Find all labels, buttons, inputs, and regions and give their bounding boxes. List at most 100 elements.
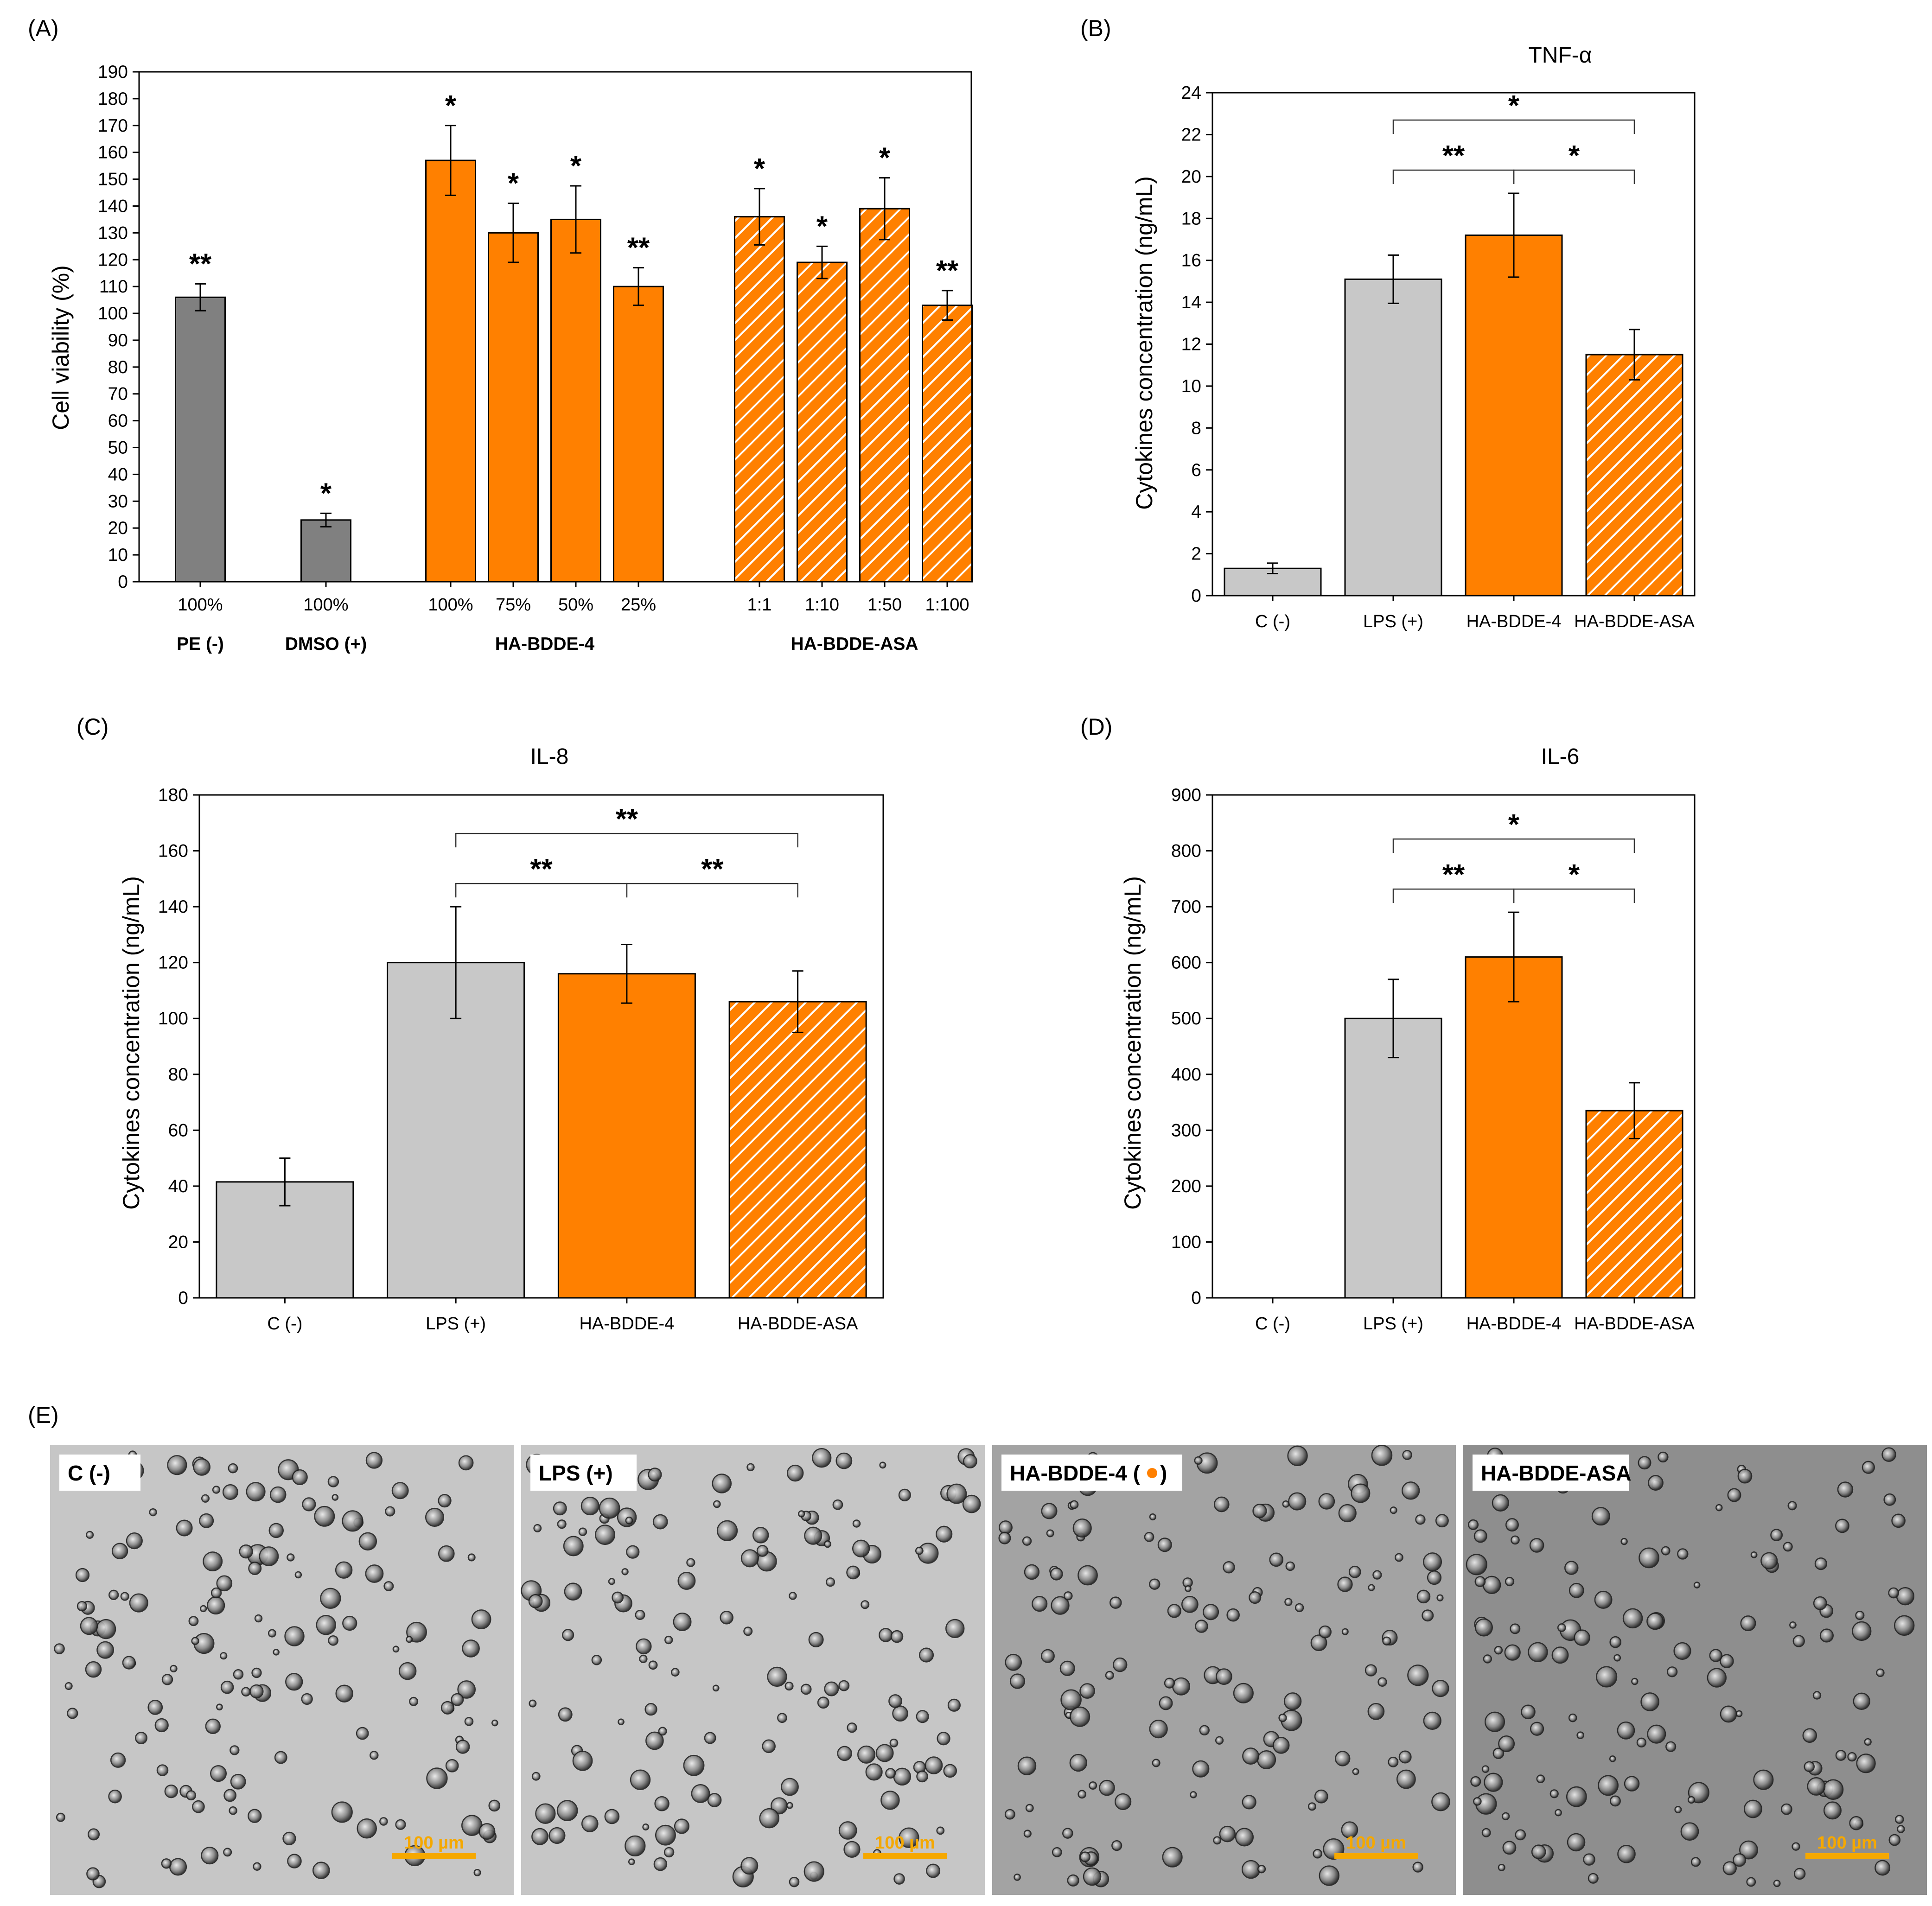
cell <box>1481 1765 1490 1773</box>
cell <box>1568 1713 1577 1722</box>
cell <box>438 1494 452 1508</box>
significance-label: ** <box>530 853 553 885</box>
cell <box>1078 1565 1098 1586</box>
cell <box>342 1510 363 1532</box>
cell <box>704 1732 716 1744</box>
cell <box>287 1854 302 1868</box>
cell <box>889 1738 899 1747</box>
cell <box>1338 1504 1357 1523</box>
cell <box>248 1562 262 1576</box>
cell <box>1152 1759 1160 1767</box>
cell <box>712 1474 732 1493</box>
cell <box>1567 1833 1586 1852</box>
cell <box>1402 1450 1412 1460</box>
cell <box>743 1626 753 1636</box>
y-tick-label: 0 <box>118 572 128 592</box>
significance-bracket <box>455 883 628 898</box>
cell <box>471 1609 491 1629</box>
cell <box>1853 1692 1870 1710</box>
cell <box>169 1858 187 1876</box>
cell <box>1070 1500 1079 1509</box>
x-tick-label: 1:100 <box>925 595 969 615</box>
significance-label: ** <box>1442 859 1465 891</box>
cell <box>1583 1853 1595 1866</box>
cell <box>759 1808 779 1829</box>
cell <box>857 1745 876 1764</box>
cell <box>1070 1706 1090 1727</box>
y-tick-label: 150 <box>98 170 128 190</box>
scale-bar-label: 100 µm <box>1346 1833 1406 1853</box>
cell <box>998 1531 1011 1544</box>
cell <box>1112 1657 1128 1672</box>
group-label-pe: PE (-) <box>177 634 224 654</box>
cell <box>1792 1842 1800 1851</box>
cell <box>1185 1585 1192 1592</box>
cell <box>1876 1668 1885 1677</box>
cell <box>203 1551 223 1572</box>
cell <box>301 1693 313 1705</box>
cell <box>216 1575 233 1592</box>
x-tick-label: 100% <box>303 595 348 615</box>
cell <box>462 1639 480 1658</box>
cell <box>1474 1576 1486 1588</box>
cell <box>674 1818 689 1834</box>
cell <box>1435 1514 1449 1528</box>
cell <box>1674 1805 1682 1813</box>
bar <box>1465 234 1563 597</box>
cell <box>847 1722 857 1733</box>
cell <box>200 1605 207 1613</box>
panel-b-ylabel: Cytokines concentration (ng/mL) <box>1131 176 1157 510</box>
cell <box>268 1523 284 1538</box>
cell <box>167 1455 187 1475</box>
cell <box>1510 1623 1521 1634</box>
bar <box>734 216 785 583</box>
cell <box>1673 1642 1691 1660</box>
cell <box>1588 1873 1599 1884</box>
cell <box>1005 1653 1022 1671</box>
significance-label: ** <box>189 248 212 280</box>
micrograph-background <box>1463 1445 1927 1895</box>
cell <box>1646 1613 1664 1630</box>
micrograph-label: C (-) <box>68 1461 110 1485</box>
y-tick-label: 6 <box>1191 460 1201 480</box>
micrograph-label-box <box>59 1455 140 1491</box>
y-tick-label: 160 <box>98 143 128 163</box>
cell <box>1149 1513 1156 1521</box>
cell <box>899 1827 919 1848</box>
y-tick-label: 140 <box>158 897 188 917</box>
cell <box>409 1696 419 1706</box>
y-tick-label: 80 <box>108 357 128 377</box>
cell <box>1574 1629 1590 1646</box>
cell <box>937 1732 950 1746</box>
cell <box>248 1809 262 1823</box>
significance-label: ** <box>616 803 638 835</box>
cell <box>919 1647 934 1663</box>
cell <box>936 1826 945 1835</box>
cell <box>553 1501 567 1516</box>
y-tick-label: 90 <box>108 330 128 350</box>
y-tick-label: 700 <box>1171 897 1201 917</box>
panel-d-plot: 0 100 200 300 400 500 600 700 800 900 C (-) LPS (+)… <box>1171 785 1696 1334</box>
cell <box>210 1587 222 1599</box>
cell <box>1078 1790 1087 1799</box>
x-tick-label: C (-) <box>267 1314 302 1334</box>
cell <box>1194 1456 1203 1465</box>
cell <box>230 1745 240 1755</box>
cell <box>947 1698 961 1712</box>
bar <box>1344 1017 1442 1299</box>
cell <box>712 1684 720 1692</box>
cell <box>1215 1736 1224 1745</box>
cell <box>458 1455 474 1471</box>
cell <box>1760 1552 1778 1569</box>
cell <box>1521 1704 1536 1720</box>
micrograph-label: LPS (+) <box>539 1461 613 1485</box>
cell <box>1149 1578 1160 1590</box>
scale-bar-label: 100 µm <box>1817 1833 1877 1853</box>
cell <box>1294 1603 1304 1613</box>
cell <box>1242 1747 1260 1765</box>
cell <box>1658 1451 1669 1463</box>
cell <box>1484 1773 1503 1792</box>
cell <box>1050 1567 1063 1581</box>
cell <box>1709 1649 1722 1662</box>
